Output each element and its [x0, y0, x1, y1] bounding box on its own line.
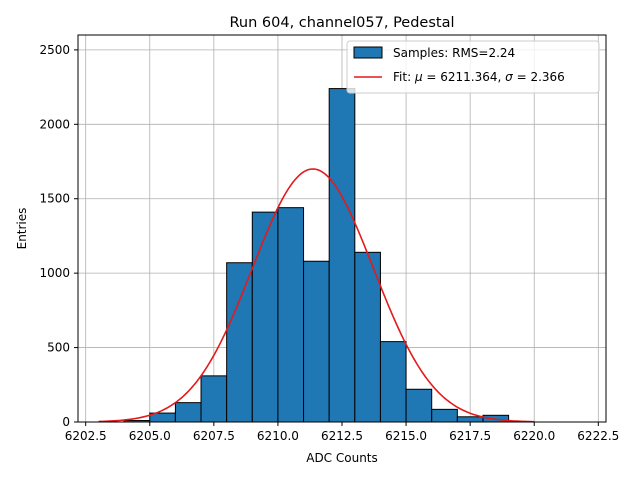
x-tick-label: 6205.0 [129, 429, 171, 443]
x-tick-label: 6220.0 [513, 429, 555, 443]
histogram-bar [251, 211, 279, 423]
x-axis-ticks: 6202.5 6205.0 6207.5 6210.0 6212.5 6215.0 6217… [65, 422, 619, 443]
histogram-bar [354, 251, 381, 423]
x-tick-label: 6212.5 [321, 429, 363, 443]
x-tick-label: 6207.5 [193, 429, 235, 443]
y-tick-label: 2000 [39, 117, 70, 131]
fit-curve [98, 168, 535, 423]
histogram-bar [379, 341, 407, 423]
legend-mu-symbol: μ [414, 70, 423, 84]
y-axis-ticks: 0 500 1000 1500 2000 2500 [39, 43, 78, 429]
legend-samples-label: Samples: RMS=2.24 [393, 46, 515, 60]
fit-curve-layer [98, 168, 535, 423]
legend-fit-label: Fit: μ = 6211.364, σ = 2.366 [393, 70, 565, 84]
legend-bar-swatch [353, 46, 383, 59]
x-tick-label: 6222.5 [577, 429, 619, 443]
histogram-bar [431, 408, 458, 423]
histogram-bar [456, 416, 484, 423]
chart-title: Run 604, channel057, Pedestal [229, 15, 454, 31]
histogram-bar [174, 402, 202, 423]
legend-sigma-value: = 2.366 [513, 70, 565, 84]
legend-sigma-symbol: σ [505, 70, 513, 84]
y-tick-label: 0 [62, 415, 70, 429]
histogram-bar [303, 260, 330, 423]
x-tick-label: 6202.5 [65, 429, 107, 443]
y-tick-label: 500 [47, 341, 70, 355]
histogram-bar [200, 375, 228, 423]
x-tick-label: 6215.0 [385, 429, 427, 443]
legend-frame [346, 40, 600, 94]
legend: Samples: RMS=2.24 Fit: μ = 6211.364, σ =… [346, 40, 600, 94]
histogram-bars [123, 88, 510, 423]
legend-fit-prefix: Fit: [393, 70, 415, 84]
histogram-bar [277, 207, 305, 423]
y-axis-label: Entries [15, 208, 29, 250]
y-tick-label: 1500 [39, 192, 70, 206]
legend-mu-value: = 6211.364, [423, 70, 506, 84]
histogram-bar [405, 388, 433, 423]
x-tick-label: 6210.0 [257, 429, 299, 443]
x-tick-label: 6217.5 [449, 429, 491, 443]
histogram-bar [328, 88, 356, 423]
y-tick-label: 1000 [39, 266, 70, 280]
y-tick-label: 2500 [39, 43, 70, 57]
histogram-bar [226, 262, 253, 423]
x-axis-label: ADC Counts [306, 451, 378, 465]
